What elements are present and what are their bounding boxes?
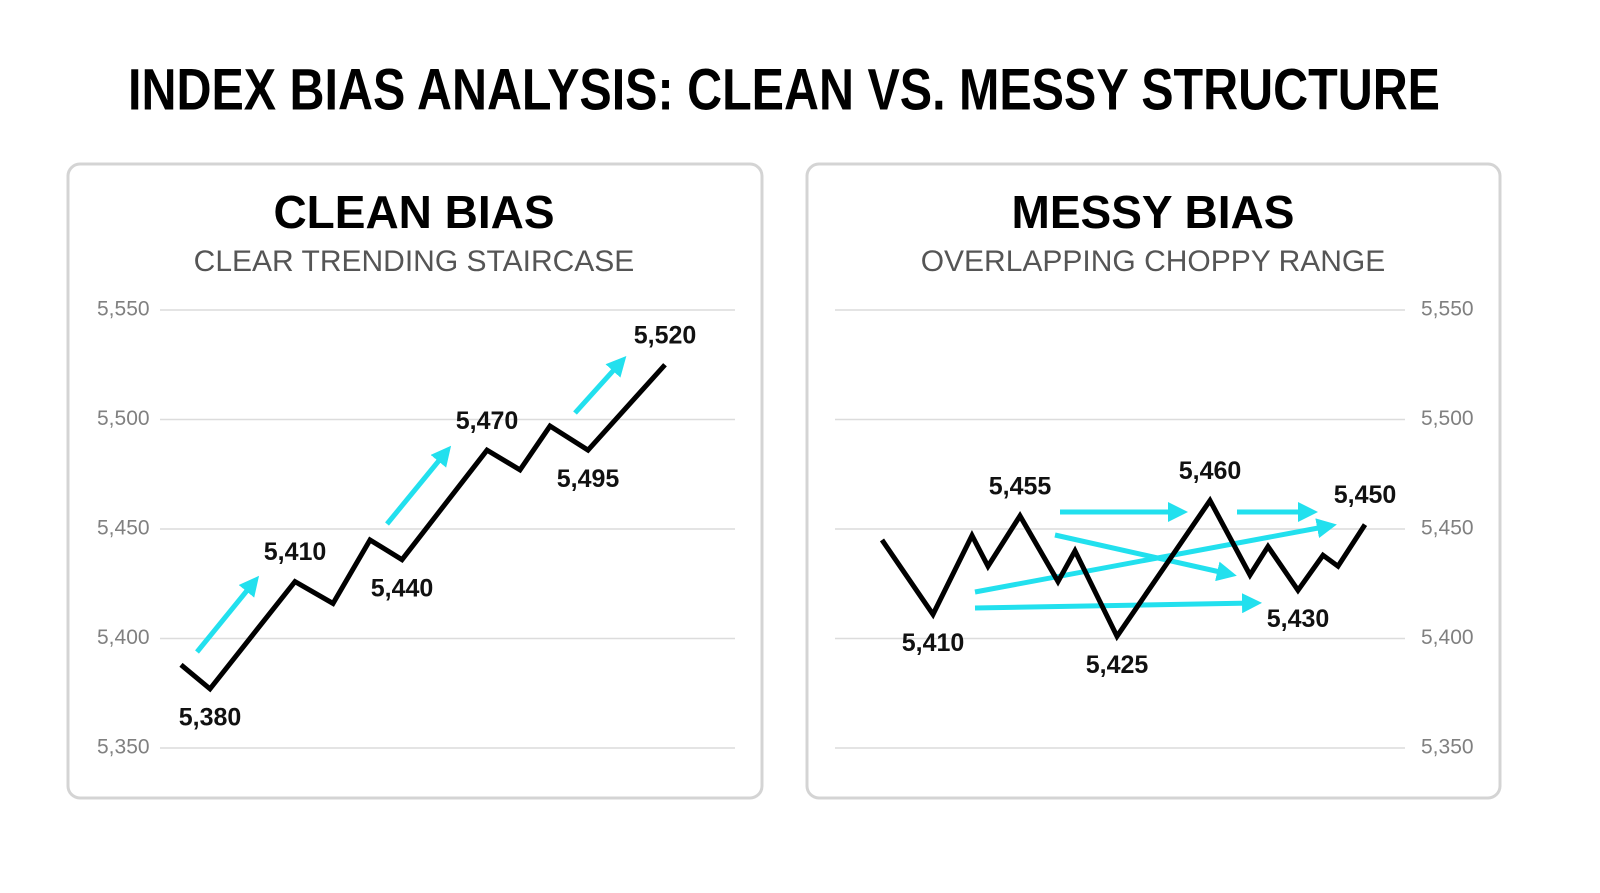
y-tick-label: 5,400	[1421, 626, 1474, 649]
value-annotation: 5,425	[1086, 651, 1149, 679]
panel-title: MESSY BIAS	[1012, 186, 1295, 238]
y-tick-label: 5,500	[1421, 407, 1474, 430]
y-tick-label: 5,350	[97, 736, 150, 759]
panel-title: CLEAN BIAS	[273, 186, 554, 238]
value-annotation: 5,455	[989, 472, 1052, 500]
y-tick-label: 5,400	[97, 626, 150, 649]
arrow	[1054, 532, 1237, 582]
panel-subtitle: OVERLAPPING CHOPPY RANGE	[921, 245, 1386, 278]
arrow	[573, 356, 627, 415]
y-tick-label: 5,350	[1421, 736, 1474, 759]
value-annotation: 5,460	[1179, 457, 1242, 485]
arrow	[195, 575, 260, 654]
value-annotation: 5,440	[371, 574, 434, 602]
value-annotation: 5,450	[1334, 481, 1397, 509]
y-tick-label: 5,450	[97, 517, 150, 540]
y-tick-label: 5,550	[1421, 298, 1474, 321]
y-tick-label: 5,450	[1421, 517, 1474, 540]
panel	[66, 162, 764, 800]
value-annotation: 5,410	[264, 538, 327, 566]
value-annotation: 5,495	[557, 465, 620, 493]
value-annotation: 5,520	[634, 321, 697, 349]
arrow	[974, 593, 1262, 614]
value-annotation: 5,470	[456, 407, 519, 435]
y-tick-label: 5,550	[97, 298, 150, 321]
trend-arrows	[195, 356, 1337, 654]
panel-subtitle: CLEAR TRENDING STAIRCASE	[194, 245, 635, 278]
main-title: INDEX BIAS ANALYSIS: CLEAN VS. MESSY STR…	[128, 57, 1440, 122]
arrow	[385, 445, 452, 526]
value-annotation: 5,380	[179, 703, 242, 731]
arrow	[974, 518, 1337, 595]
value-annotation: 5,430	[1267, 605, 1330, 633]
y-tick-label: 5,500	[97, 407, 150, 430]
value-annotation: 5,410	[902, 629, 965, 657]
panel	[805, 162, 1502, 800]
price-line	[179, 363, 667, 693]
price-line	[879, 495, 1368, 642]
